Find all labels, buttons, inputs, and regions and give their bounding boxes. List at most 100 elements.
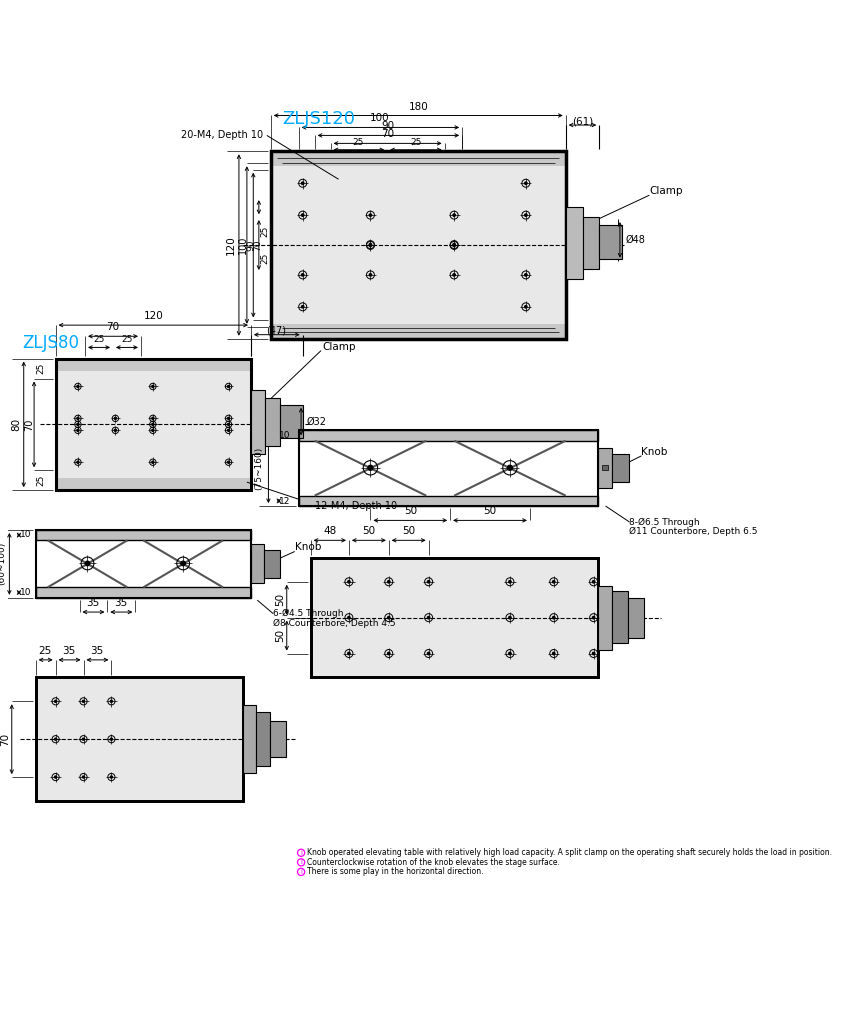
Bar	[251, 544, 264, 582]
Circle shape	[152, 424, 154, 426]
Bar	[599, 225, 621, 259]
Circle shape	[508, 616, 511, 619]
Circle shape	[152, 385, 154, 387]
Circle shape	[427, 616, 430, 619]
Text: 25: 25	[260, 253, 270, 264]
Bar	[255, 711, 270, 766]
Bar	[598, 448, 612, 487]
Text: 100: 100	[238, 236, 248, 254]
Circle shape	[593, 652, 595, 655]
Text: 10: 10	[19, 588, 31, 597]
Circle shape	[369, 214, 372, 216]
Bar	[298, 430, 598, 507]
Bar	[583, 217, 599, 268]
Circle shape	[83, 700, 84, 702]
Circle shape	[347, 652, 350, 655]
Circle shape	[55, 739, 56, 741]
Circle shape	[507, 465, 513, 470]
Circle shape	[83, 776, 84, 778]
Bar	[271, 151, 566, 339]
Bar	[612, 591, 628, 643]
Text: (47): (47)	[266, 326, 287, 336]
Bar	[56, 358, 251, 490]
Text: 12-M4, Depth 10: 12-M4, Depth 10	[314, 501, 397, 511]
Text: 12: 12	[279, 496, 290, 506]
Text: i: i	[300, 869, 302, 875]
Text: 120: 120	[226, 235, 236, 255]
Text: 50: 50	[404, 507, 416, 517]
Text: 35: 35	[62, 646, 76, 656]
Circle shape	[369, 244, 372, 246]
Circle shape	[302, 214, 303, 216]
Bar	[251, 390, 266, 454]
Text: Counterclockwise rotation of the knob elevates the stage surface.: Counterclockwise rotation of the knob el…	[308, 858, 561, 867]
Text: Clamp: Clamp	[323, 342, 356, 352]
Circle shape	[85, 561, 89, 566]
Bar	[566, 207, 583, 278]
Circle shape	[110, 739, 112, 741]
Text: 8-Ø6.5 Through: 8-Ø6.5 Through	[630, 518, 700, 527]
Bar	[280, 405, 303, 438]
Text: Ø48: Ø48	[626, 235, 646, 245]
Text: 25: 25	[121, 335, 132, 344]
Circle shape	[524, 214, 527, 216]
Bar	[35, 677, 243, 801]
Bar	[602, 465, 608, 470]
Bar	[311, 558, 598, 677]
Circle shape	[181, 561, 185, 566]
Circle shape	[524, 306, 527, 308]
Circle shape	[524, 182, 527, 185]
Text: 25: 25	[36, 362, 45, 374]
Text: 50: 50	[362, 527, 375, 537]
Text: Ø32: Ø32	[307, 417, 327, 427]
Bar	[271, 151, 566, 339]
Circle shape	[110, 700, 112, 702]
Text: 90: 90	[381, 121, 395, 131]
Text: 70: 70	[106, 322, 120, 332]
Circle shape	[302, 182, 303, 185]
Circle shape	[453, 243, 455, 246]
Circle shape	[453, 214, 455, 216]
Text: 10: 10	[19, 531, 31, 539]
Bar	[243, 705, 255, 773]
Text: There is some play in the horizontal direction.: There is some play in the horizontal dir…	[308, 868, 484, 877]
Text: 25: 25	[36, 475, 45, 486]
Bar	[298, 430, 598, 441]
Circle shape	[508, 652, 511, 655]
Bar	[56, 358, 251, 490]
Text: Ø11 Counterbore, Depth 6.5: Ø11 Counterbore, Depth 6.5	[630, 527, 758, 536]
Circle shape	[152, 418, 154, 420]
Bar	[35, 587, 251, 597]
Text: Knob: Knob	[642, 447, 668, 457]
Circle shape	[115, 418, 116, 420]
Circle shape	[427, 652, 430, 655]
Text: (61): (61)	[572, 116, 593, 126]
Bar	[271, 324, 566, 339]
Text: 6-Ø4.5 Through: 6-Ø4.5 Through	[273, 609, 344, 619]
Circle shape	[228, 461, 229, 463]
Text: 50: 50	[276, 629, 286, 642]
Circle shape	[552, 652, 555, 655]
Text: Ø8 Counterbore, Depth 4.5: Ø8 Counterbore, Depth 4.5	[273, 619, 396, 628]
Text: ZLJS80: ZLJS80	[22, 334, 79, 352]
Text: i: i	[300, 860, 302, 866]
Circle shape	[552, 580, 555, 583]
Text: i: i	[300, 850, 302, 856]
Text: 48: 48	[323, 527, 336, 537]
Text: 90: 90	[246, 239, 255, 251]
Bar	[628, 597, 644, 638]
Bar	[56, 358, 251, 370]
Text: 70: 70	[0, 733, 10, 746]
Text: 70: 70	[253, 239, 262, 251]
Text: 20-M4, Depth 10: 20-M4, Depth 10	[180, 130, 263, 140]
Text: 50: 50	[402, 527, 416, 537]
Circle shape	[347, 580, 350, 583]
Circle shape	[593, 580, 595, 583]
Circle shape	[453, 273, 455, 276]
Circle shape	[115, 429, 116, 432]
Text: 25: 25	[39, 646, 52, 656]
Text: Knob operated elevating table with relatively high load capacity. A split clamp : Knob operated elevating table with relat…	[308, 849, 833, 858]
Text: 25: 25	[411, 137, 422, 146]
Circle shape	[152, 429, 154, 432]
Circle shape	[77, 429, 79, 432]
